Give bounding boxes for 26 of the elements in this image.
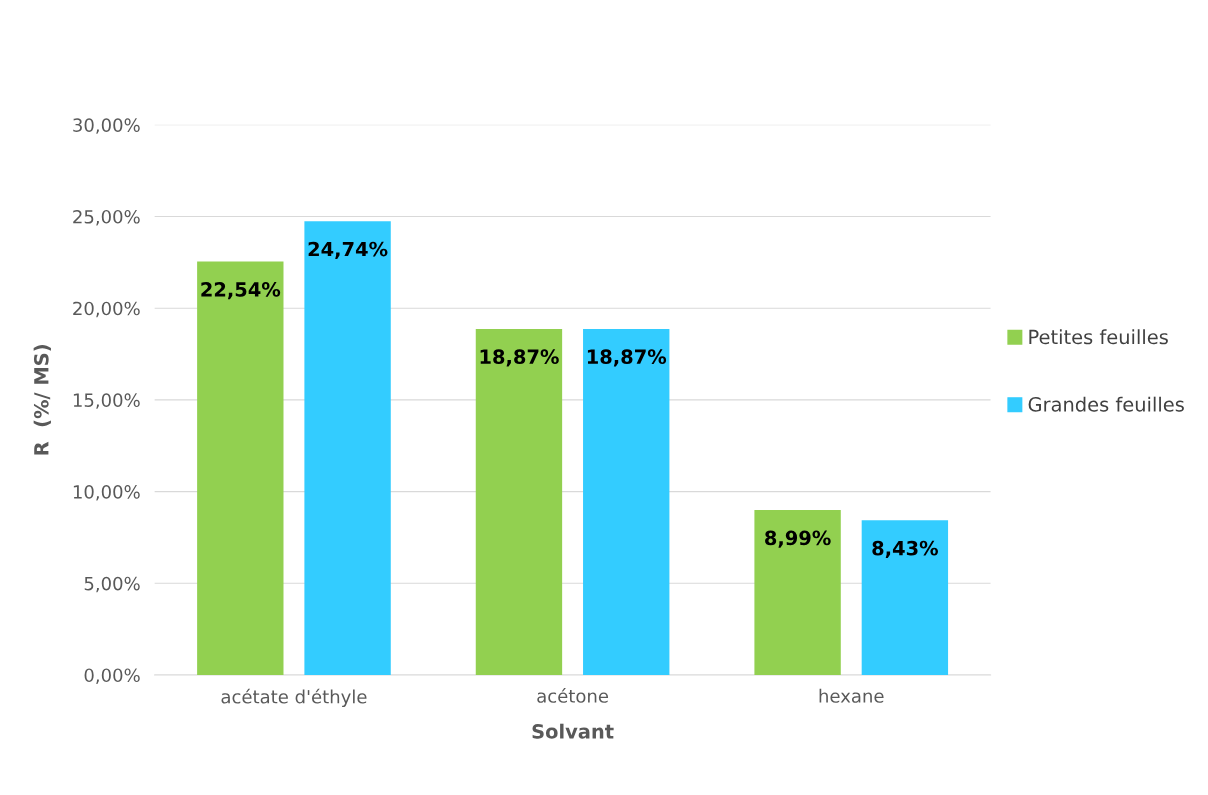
bar	[475, 328, 563, 675]
y-axis-title: R (%/ MS)	[33, 345, 51, 455]
data-label: 22,54%	[201, 282, 281, 300]
legend-label: Grandes feuilles	[1028, 396, 1184, 412]
bar	[861, 520, 949, 675]
legend-label: Petites feuilles	[1029, 329, 1168, 345]
bar	[754, 510, 841, 675]
data-label: 18,87%	[587, 349, 667, 367]
y-tick-label: 0,00%	[84, 668, 140, 684]
x-axis-title: Solvant	[532, 723, 614, 739]
y-tick-label: 15,00%	[73, 393, 140, 409]
y-tick-label: 5,00%	[84, 576, 140, 593]
x-tick-label: acétone	[537, 688, 609, 703]
bar	[197, 261, 284, 675]
data-label: 8,99%	[765, 530, 831, 548]
data-label: 24,74%	[308, 241, 388, 259]
y-tick-label: 30,00%	[73, 118, 140, 134]
data-label: 18,87%	[480, 349, 559, 367]
x-tick-label: hexane	[819, 688, 884, 703]
y-tick-label: 20,00%	[73, 301, 140, 318]
y-tick-label: 10,00%	[73, 485, 140, 501]
x-tick-label: acétate d'éthyle	[221, 688, 367, 708]
bar	[304, 221, 391, 675]
data-label: 8,43%	[872, 540, 938, 558]
bar	[583, 328, 670, 675]
y-tick-label: 25,00%	[73, 209, 140, 226]
